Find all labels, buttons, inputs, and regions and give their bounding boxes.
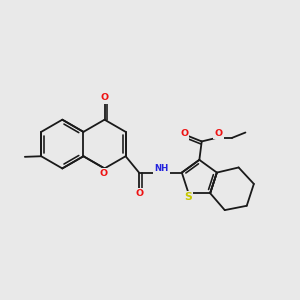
- Text: NH: NH: [154, 164, 169, 173]
- Text: O: O: [100, 169, 108, 178]
- Text: O: O: [214, 129, 222, 138]
- Text: O: O: [100, 94, 109, 103]
- Text: O: O: [136, 190, 144, 199]
- Text: O: O: [180, 130, 188, 139]
- Text: S: S: [184, 192, 192, 203]
